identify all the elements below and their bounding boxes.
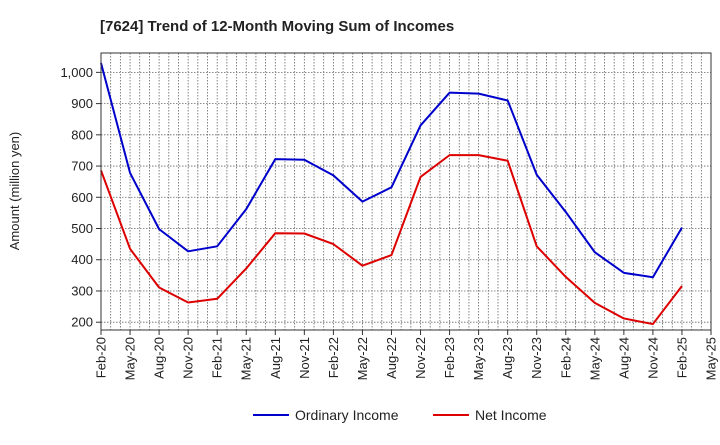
x-tick-label: Aug-24 [616, 337, 631, 379]
y-axis-label: Amount (million yen) [7, 132, 22, 251]
x-tick-label: Feb-20 [94, 337, 109, 378]
x-tick-label: Feb-25 [674, 337, 689, 378]
y-tick-label: 900 [71, 96, 93, 111]
x-tick-label: May-22 [355, 337, 370, 380]
y-tick-label: 300 [71, 283, 93, 298]
y-tick-label: 400 [71, 252, 93, 267]
y-tick-label: 200 [71, 315, 93, 330]
y-tick-label: 500 [71, 221, 93, 236]
series-line-net-income [100, 154, 683, 326]
x-axis-ticks: Feb-20 May-20 Aug-20 Nov-20 Feb-21 May-21 Aug-… [94, 330, 719, 380]
x-tick-label: Feb-22 [326, 337, 341, 378]
chart-title: [7624] Trend of 12-Month Moving Sum of I… [100, 18, 454, 35]
y-tick-label: 800 [71, 127, 93, 142]
y-tick-label: 700 [71, 159, 93, 174]
x-tick-label: Feb-24 [558, 337, 573, 378]
x-tick-label: Aug-22 [384, 337, 399, 379]
x-tick-label: Nov-21 [297, 337, 312, 379]
x-tick-label: Nov-24 [645, 337, 660, 379]
series-line-ordinary-income [100, 62, 683, 279]
x-tick-label: Feb-23 [442, 337, 457, 378]
x-tick-label: May-24 [587, 337, 602, 380]
legend: Ordinary Income Net Income [253, 407, 547, 423]
x-tick-label: Aug-20 [152, 337, 167, 379]
x-tick-label: Nov-20 [181, 337, 196, 379]
x-tick-label: May-25 [704, 337, 719, 380]
x-tick-label: May-23 [471, 337, 486, 380]
x-tick-label: May-21 [239, 337, 254, 380]
plot-area-frame [100, 52, 712, 331]
x-tick-label: May-20 [123, 337, 138, 380]
x-tick-label: Nov-22 [413, 337, 428, 379]
y-tick-label: 600 [71, 190, 93, 205]
grid-lines [101, 53, 711, 330]
y-tick-label: 1,000 [60, 65, 93, 80]
x-tick-label: Nov-23 [529, 337, 544, 379]
x-tick-label: Feb-21 [210, 337, 225, 378]
x-tick-label: Aug-21 [268, 337, 283, 379]
series-lines [100, 62, 683, 326]
legend-label-ordinary-income: Ordinary Income [295, 407, 399, 423]
x-tick-label: Aug-23 [500, 337, 515, 379]
y-axis-ticks: 200 300 400 500 600 700 800 900 1,000 [60, 65, 101, 330]
legend-label-net-income: Net Income [475, 407, 547, 423]
